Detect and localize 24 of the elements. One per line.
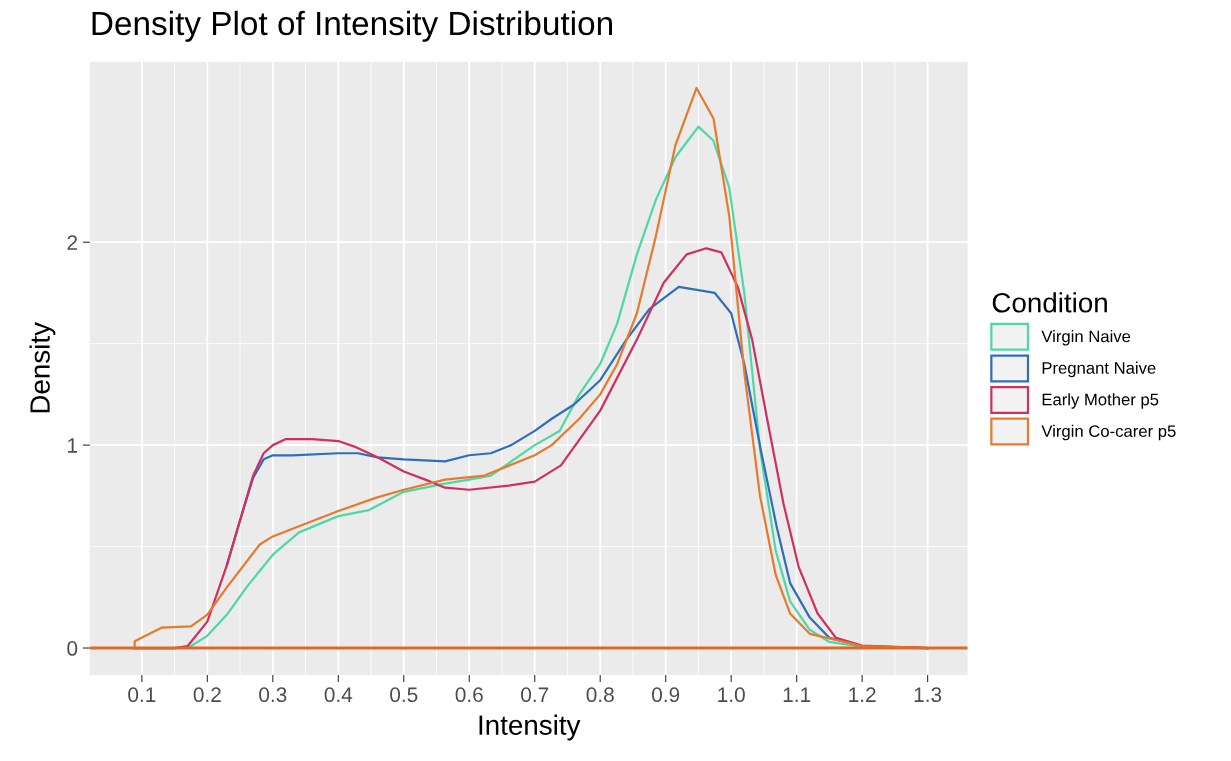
- x-tick-label: 1.3: [914, 687, 942, 703]
- x-tick-label: 1.1: [783, 687, 811, 702]
- x-tick-label: 0.8: [586, 687, 614, 703]
- x-tick-label: 0.1: [128, 687, 156, 703]
- legend-label: Virgin Naive: [1041, 330, 1131, 346]
- y-tick-label: 1: [68, 438, 78, 453]
- x-tick-label: 0.9: [652, 687, 680, 703]
- x-tick-label: 1.2: [849, 687, 876, 702]
- legend-title: Condition: [992, 292, 1107, 313]
- legend-label: Early Mother p5: [1042, 393, 1159, 409]
- x-tick-label: 0.2: [193, 687, 221, 703]
- x-axis-title: Intensity: [479, 714, 581, 741]
- y-tick-label: 2: [67, 235, 78, 250]
- y-axis-title: Density: [29, 322, 56, 413]
- x-tick-label: 1.0: [718, 687, 745, 703]
- x-tick-label: 0.5: [390, 687, 418, 703]
- y-tick-label: 0: [67, 641, 78, 656]
- chart-title: Density Plot of Intensity Distribution: [92, 10, 612, 42]
- x-tick-label: 0.4: [324, 687, 353, 703]
- x-tick-label: 0.6: [455, 687, 483, 703]
- legend-label: Virgin Co-carer p5: [1041, 424, 1176, 441]
- legend-label: Pregnant Naive: [1042, 361, 1156, 378]
- x-tick-label: 0.3: [259, 687, 287, 703]
- x-tick-label: 0.7: [521, 687, 549, 703]
